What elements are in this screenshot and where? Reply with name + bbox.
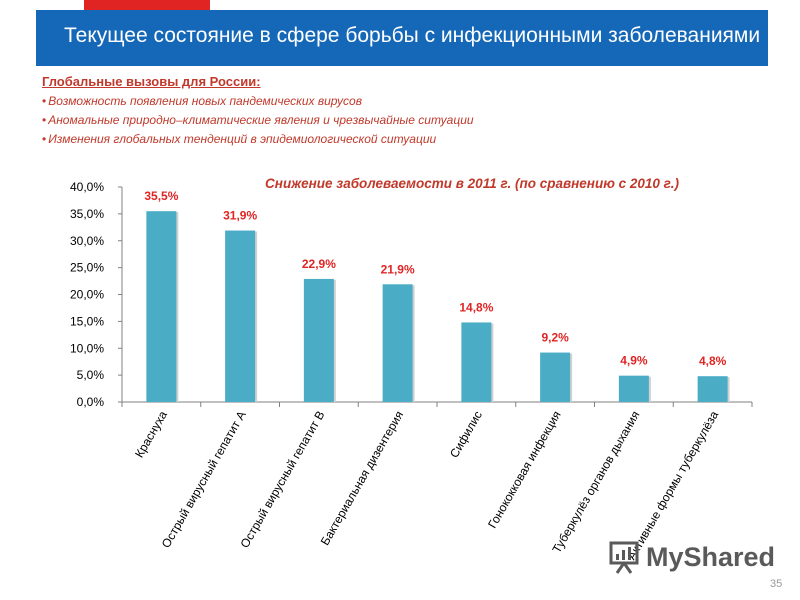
- header-bar: [36, 10, 768, 66]
- logo-text: MyShared: [646, 542, 776, 572]
- data-label: 4,8%: [699, 354, 727, 368]
- challenge-item: Аномальные природно–климатические явлени…: [42, 111, 762, 130]
- bar: [461, 322, 492, 402]
- y-tick-label: 5,0%: [77, 368, 105, 382]
- data-label: 31,9%: [223, 209, 257, 223]
- category-label: Туберкулёз органов дыхания: [550, 409, 643, 556]
- bar: [382, 284, 413, 402]
- presentation-board-icon: [609, 541, 639, 574]
- y-tick-label: 0,0%: [77, 395, 105, 409]
- data-label: 9,2%: [541, 331, 569, 345]
- y-tick-label: 35,0%: [70, 207, 104, 221]
- y-tick-label: 20,0%: [70, 288, 104, 302]
- y-tick-label: 25,0%: [70, 261, 104, 275]
- challenges-section: Глобальные вызовы для России: Возможност…: [42, 74, 762, 149]
- bar: [225, 230, 256, 402]
- category-label: Бактериальная дизентерия: [318, 409, 406, 548]
- category-label: Гонококковая инфекция: [485, 409, 564, 531]
- data-label: 22,9%: [302, 257, 336, 271]
- data-label: 14,8%: [459, 300, 493, 314]
- myshared-logo: MyShared: [608, 540, 775, 576]
- y-tick-label: 40,0%: [70, 180, 104, 194]
- data-label: 4,9%: [620, 354, 648, 368]
- bar: [540, 352, 571, 402]
- bar-chart: Снижение заболеваемости в 2011 г. (по ср…: [70, 176, 753, 562]
- data-label: 21,9%: [381, 262, 415, 276]
- bar: [303, 278, 334, 402]
- challenges-heading: Глобальные вызовы для России:: [42, 74, 261, 89]
- category-label: Краснуха: [132, 408, 170, 460]
- data-label: 35,5%: [144, 189, 178, 203]
- header-accent: [84, 0, 210, 10]
- bar: [618, 375, 649, 402]
- y-tick-label: 30,0%: [70, 234, 104, 248]
- bar: [697, 376, 728, 402]
- page-number: 35: [770, 578, 783, 590]
- category-label: Острый вирусный гепатит В: [238, 409, 328, 551]
- y-tick-label: 15,0%: [70, 314, 104, 328]
- page-title: Текущее состояние в сфере борьбы с инфек…: [64, 24, 761, 47]
- category-label: Сифилис: [447, 409, 485, 461]
- category-label: Острый вирусный гепатит А: [159, 409, 249, 551]
- challenge-item: Изменения глобальных тенденций в эпидеми…: [42, 130, 762, 149]
- bar: [146, 211, 177, 402]
- challenge-item: Возможность появления новых пандемически…: [42, 92, 762, 111]
- challenges-list: Возможность появления новых пандемически…: [42, 92, 762, 149]
- chart-title: Снижение заболеваемости в 2011 г. (по ср…: [265, 176, 679, 191]
- y-tick-label: 10,0%: [70, 341, 104, 355]
